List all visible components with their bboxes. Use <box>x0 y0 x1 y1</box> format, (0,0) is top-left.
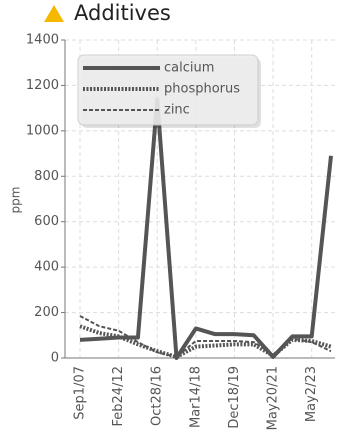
x-tick-label: Dec18/19 <box>227 366 242 429</box>
legend-label: zinc <box>164 103 190 118</box>
chart-title: Additives <box>74 1 171 25</box>
x-tick-label: Feb24/12 <box>111 366 126 426</box>
y-tick-label: 400 <box>34 260 59 275</box>
legend-label: calcium <box>164 61 214 76</box>
x-tick-label: May20/21 <box>266 366 281 430</box>
y-tick-label: 800 <box>34 169 59 184</box>
y-tick-label: 0 <box>51 351 59 366</box>
y-tick-label: 1400 <box>26 33 59 48</box>
x-tick-label: Sep1/07 <box>73 366 88 420</box>
legend-box <box>77 54 259 126</box>
legend-label: phosphorus <box>164 82 240 97</box>
series-line <box>79 315 332 358</box>
y-axis-label: ppm <box>9 187 23 214</box>
x-tick-label: May2/23 <box>304 366 319 422</box>
y-tick-label: 1000 <box>26 123 59 138</box>
x-tick-label: Oct28/16 <box>150 366 165 426</box>
series-line <box>79 97 333 360</box>
x-tick-label: Mar14/18 <box>188 366 203 428</box>
y-tick-label: 200 <box>34 305 59 320</box>
y-tick-label: 600 <box>34 214 59 229</box>
warning-icon <box>44 5 64 22</box>
y-tick-label: 1200 <box>26 78 59 93</box>
